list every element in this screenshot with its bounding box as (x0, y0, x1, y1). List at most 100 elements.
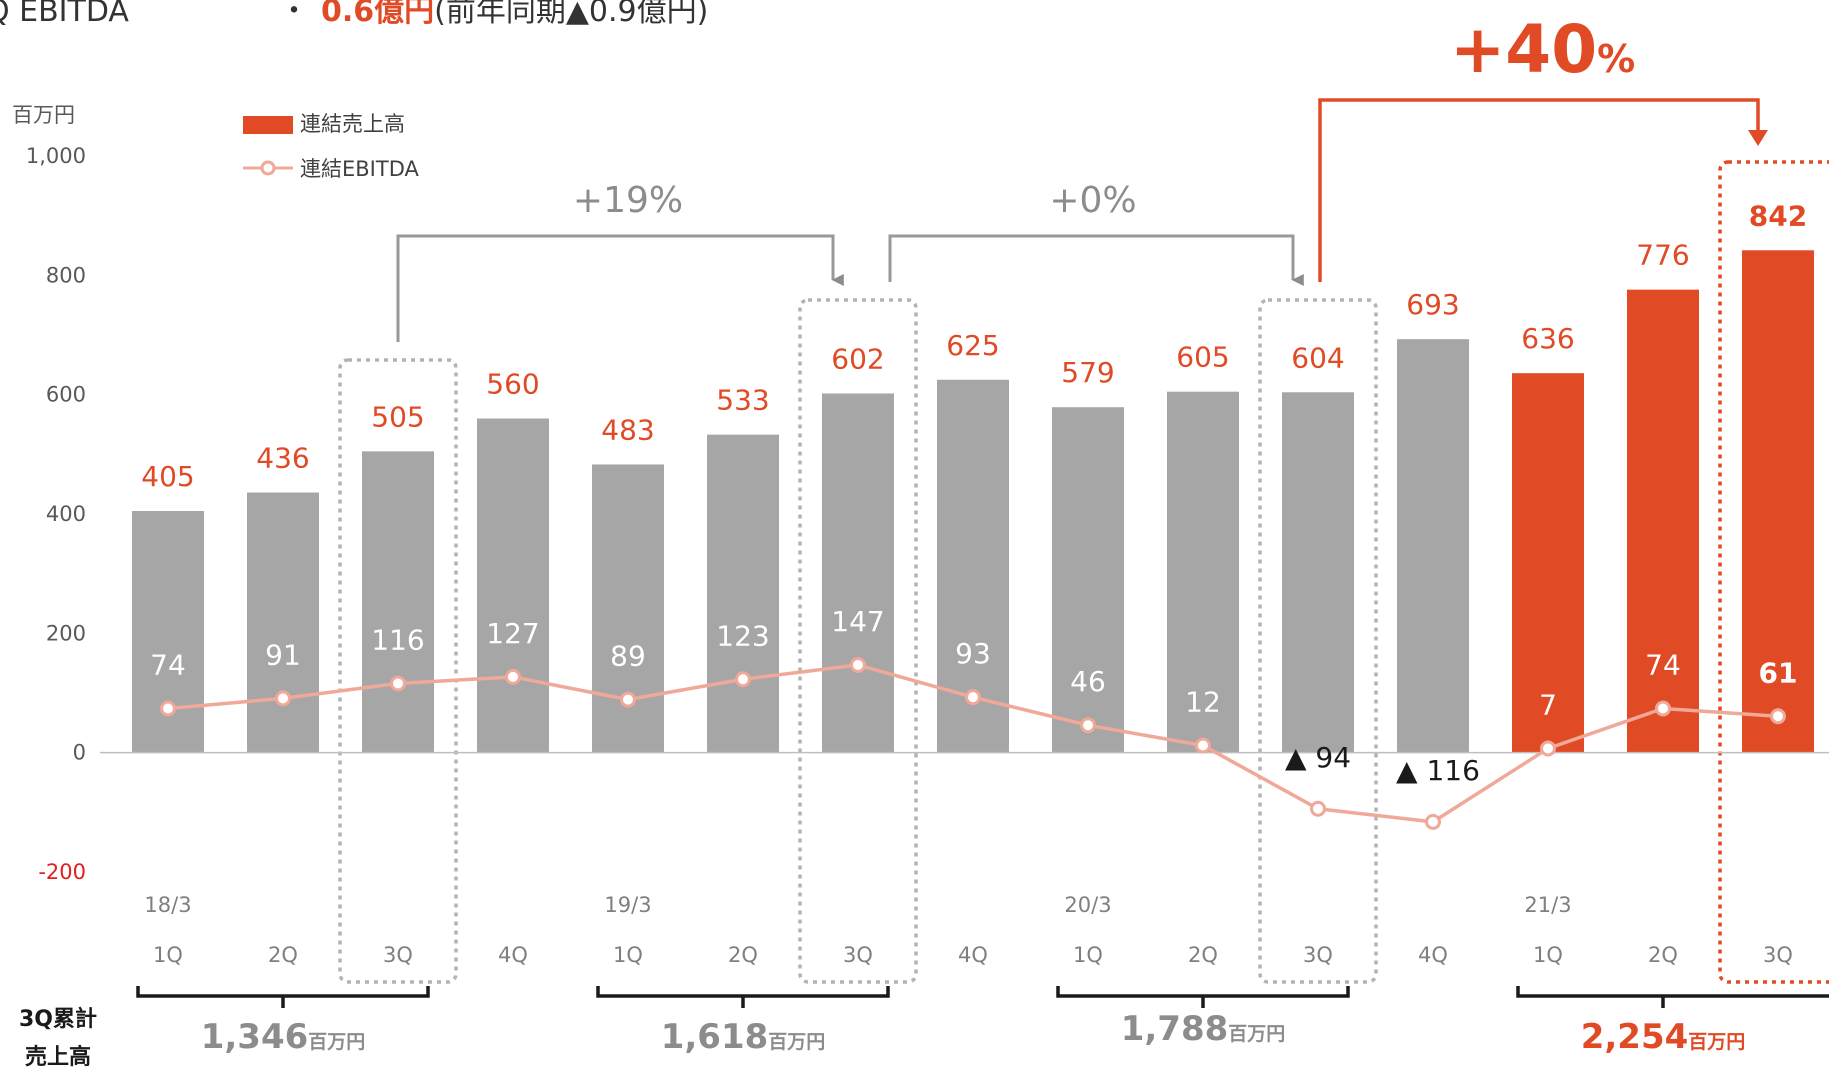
revenue-value-label: 405 (141, 460, 194, 493)
ebitda-value-label: 116 (371, 623, 424, 656)
x-tick-quarter: 1Q (613, 943, 643, 967)
revenue-value-label: 533 (716, 384, 769, 417)
revenue-value-label: 505 (371, 400, 424, 433)
x-tick-fiscal-year: 19/3 (604, 893, 651, 917)
growth-value: +40 (1450, 11, 1597, 88)
ebitda-point (160, 700, 176, 717)
ebitda-point (620, 691, 636, 708)
ebitda-value-label: 7 (1539, 688, 1557, 721)
x-tick-quarter: 4Q (1418, 943, 1448, 967)
ebitda-summary-note: Q EBITDA ・ 0.6億円(前年同期▲0.9億円) (0, 0, 708, 30)
ebitda-point (850, 656, 866, 673)
ebitda-value-label: 91 (265, 638, 301, 671)
summary-yoy-note: (前年同期▲0.9億円) (434, 0, 709, 29)
revenue-bar (1742, 250, 1814, 753)
legend: 連結売上高 連結EBITDA (243, 112, 419, 181)
revenue-value-label: 436 (256, 442, 309, 475)
cumulative-title-line: 売上高 (25, 1044, 91, 1067)
growth-bracket-current (1318, 98, 1760, 282)
cumulative-unit: 百万円 (768, 1031, 825, 1053)
x-tick-quarter: 3Q (1763, 943, 1793, 967)
summary-label: Q EBITDA (0, 0, 129, 29)
cumulative-amount: 1,346 (201, 1017, 309, 1057)
cumulative-unit: 百万円 (308, 1031, 365, 1053)
revenue-bar (247, 492, 319, 753)
x-tick-quarter: 4Q (958, 943, 988, 967)
cumulative-bracket (136, 986, 430, 998)
ebitda-point (275, 690, 291, 707)
ebitda-point (1770, 708, 1786, 725)
revenue-value-label: 625 (946, 329, 999, 362)
ebitda-value-label: 89 (610, 640, 646, 673)
ebitda-point (1310, 800, 1326, 817)
growth-label: +0% (1049, 180, 1136, 221)
x-tick-quarter: 3Q (383, 943, 413, 967)
ebitda-point (1425, 813, 1441, 830)
cumulative-bracket (1516, 986, 1829, 998)
summary-value: 0.6億円 (320, 0, 435, 29)
legend-marker-icon (260, 160, 276, 176)
legend-revenue-label: 連結売上高 (300, 112, 405, 136)
ebitda-value-label: 61 (1759, 656, 1798, 689)
ebitda-value-label: ▲ 116 (1396, 754, 1480, 787)
revenue-bars (132, 250, 1814, 753)
y-axis-unit: 百万円 (12, 103, 75, 127)
revenue-value-label: 842 (1749, 199, 1807, 232)
ebitda-point (1080, 717, 1096, 734)
y-axis: 1,000 800 600 400 200 0 -200 (26, 144, 86, 884)
legend-ebitda-label: 連結EBITDA (300, 157, 419, 181)
cumulative-value: 1,346百万円 (201, 1017, 366, 1057)
growth-bracket (396, 234, 844, 342)
ebitda-point (390, 675, 406, 692)
revenue-labels: 405 436 505 560 483 533 602 625 579 605 604 693 636 7… (141, 199, 1807, 493)
comparison-quarter-highlight (798, 298, 918, 984)
x-axis: 1Q 2Q 3Q 4Q 1Q 2Q 3Q 4Q 1Q 2Q 3Q 4Q 1Q 2Q 3Q 18/3 19/3 20… (144, 893, 1793, 967)
x-tick-quarter: 4Q (498, 943, 528, 967)
growth-label: +19% (573, 180, 683, 221)
growth-bracket (888, 234, 1304, 286)
cumulative-unit: 百万円 (1228, 1023, 1285, 1045)
cumulative-amount: 2,254 (1581, 1017, 1689, 1057)
cumulative-amount: 1,788 (1121, 1009, 1229, 1049)
x-tick-quarter: 3Q (1303, 943, 1333, 967)
revenue-bar (477, 418, 549, 753)
revenue-value-label: 483 (601, 413, 654, 446)
y-tick-label: -200 (38, 860, 86, 884)
revenue-value-label: 560 (486, 368, 539, 401)
ebitda-value-label: 74 (150, 649, 186, 682)
ebitda-value-label: ▲ 94 (1285, 741, 1351, 774)
x-tick-quarter: 2Q (1648, 943, 1678, 967)
revenue-bar (1282, 392, 1354, 753)
cumulative-amount: 1,618 (661, 1017, 769, 1057)
cumulative-unit: 百万円 (1688, 1031, 1745, 1053)
x-tick-quarter: 1Q (1533, 943, 1563, 967)
current-quarter-highlight (1718, 160, 1829, 984)
cumulative-value: 1,788百万円 (1121, 1009, 1286, 1049)
x-tick-quarter: 1Q (153, 943, 183, 967)
ebitda-point (505, 668, 521, 685)
cumulative-value: 1,618百万円 (661, 1017, 826, 1057)
revenue-bar (1052, 407, 1124, 753)
legend-bar-swatch (243, 116, 293, 134)
x-tick-quarter: 2Q (728, 943, 758, 967)
ebitda-point (735, 671, 751, 688)
y-tick-label: 800 (46, 263, 86, 287)
ebitda-value-label: 46 (1070, 665, 1106, 698)
ebitda-point (965, 689, 981, 706)
ebitda-line-series: 74 91 116 127 89 123 147 93 46 12 ▲ 94 ▲ 116 7 74 61 (150, 605, 1798, 830)
revenue-value-label: 776 (1636, 239, 1689, 272)
x-tick-fiscal-year: 18/3 (144, 893, 191, 917)
ebitda-value-label: 147 (831, 605, 884, 638)
cumulative-value: 2,254百万円 (1581, 1017, 1746, 1057)
revenue-bar (1627, 289, 1699, 753)
ebitda-value-label: 12 (1185, 686, 1221, 719)
ebitda-point (1195, 737, 1211, 754)
y-tick-label: 0 (73, 741, 86, 765)
x-tick-fiscal-year: 20/3 (1064, 893, 1111, 917)
y-tick-label: 600 (46, 383, 86, 407)
ebitda-point (1540, 740, 1556, 757)
revenue-bar (822, 393, 894, 753)
revenue-bar (1167, 391, 1239, 753)
revenue-value-label: 604 (1291, 341, 1344, 374)
